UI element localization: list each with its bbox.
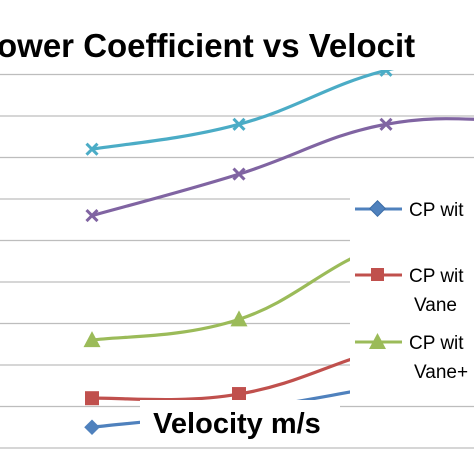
legend-marker-diamond	[369, 200, 386, 217]
legend-entry-3[interactable]: CP wit Vane+	[355, 333, 468, 383]
xlabel-background	[140, 400, 340, 446]
data-point-s1-p2	[232, 117, 246, 131]
title-background	[0, 14, 474, 70]
legend-marker-triangle	[369, 333, 386, 349]
data-point-s1-p1	[85, 142, 99, 156]
legend-entry-1[interactable]: CP wit	[355, 200, 464, 221]
data-point-s2-p2	[232, 167, 246, 181]
legend-label-2: CP wit Vane	[409, 266, 464, 316]
legend-entry-2[interactable]: CP wit Vane	[355, 266, 464, 316]
legend-marker-square	[371, 268, 384, 281]
data-point-s4-p1	[85, 391, 99, 406]
legend-label-1: CP wit	[409, 200, 464, 221]
data-point-s3-p1	[84, 419, 100, 436]
data-point-s2-p1	[85, 209, 99, 223]
x-axis-label: Velocity m/s	[153, 408, 321, 440]
data-point-s5-p1	[83, 331, 101, 348]
data-point-s4-p2	[232, 387, 246, 402]
data-point-s2-p3	[379, 117, 393, 131]
legend-label-3: CP wit Vane+	[409, 333, 468, 383]
chart-title: ower Coefficient vs Velocit	[0, 27, 415, 64]
legend-background	[350, 185, 474, 405]
data-point-s5-p2	[230, 310, 248, 327]
